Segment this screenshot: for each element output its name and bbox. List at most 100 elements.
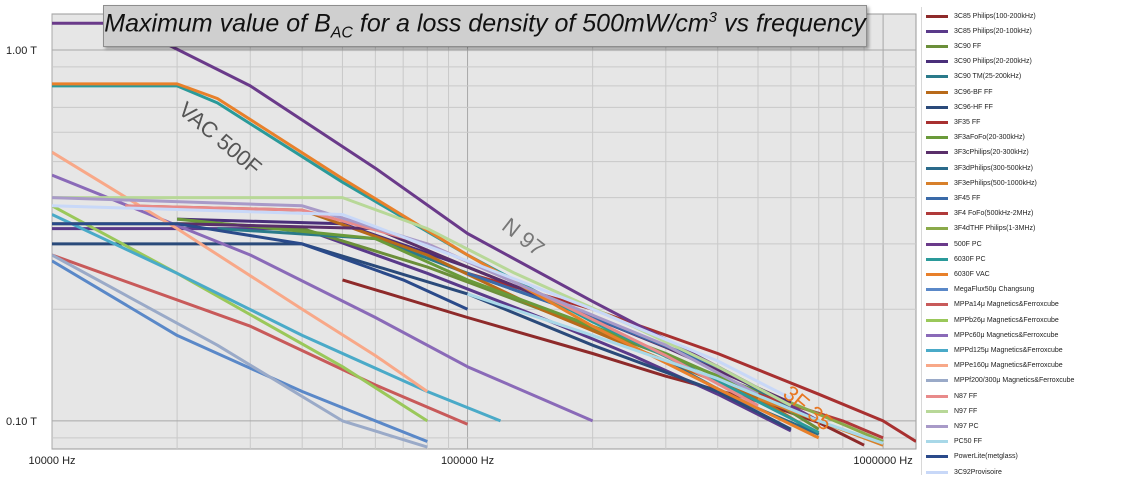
legend-label: 3F3aFoFo(20-300kHz) xyxy=(954,134,1025,142)
legend-item: N87 FF xyxy=(926,389,977,403)
legend-label: 3F3dPhilips(300-500kHz) xyxy=(954,164,1033,172)
series-line xyxy=(790,401,884,443)
series-line xyxy=(52,259,428,443)
title-superscript: 3 xyxy=(708,9,718,27)
legend-swatch xyxy=(926,394,948,398)
legend-swatch xyxy=(926,242,948,246)
legend-item: 3C92Provisoire xyxy=(926,465,1002,479)
legend-swatch xyxy=(926,288,948,292)
legend-item: N97 FF xyxy=(926,404,977,418)
legend-label: 3C85 Philips(100-200kHz) xyxy=(954,12,1036,20)
series-line xyxy=(52,222,469,311)
legend-item: 3C85 Philips(20-100kHz) xyxy=(926,24,1032,38)
legend-item: 3F4 FoFo(500kHz-2MHz) xyxy=(926,207,1033,221)
legend-swatch xyxy=(926,14,948,18)
series-lines xyxy=(52,21,916,449)
legend-swatch xyxy=(926,196,948,200)
legend-label: MPPb26μ Magnetics&Ferroxcube xyxy=(954,316,1059,324)
legend-label: 3C96-HF FF xyxy=(954,103,993,111)
legend-item: 3C96-HF FF xyxy=(926,100,993,114)
legend-swatch xyxy=(926,29,948,33)
legend-label: N97 PC xyxy=(954,422,979,430)
legend-label: N87 FF xyxy=(954,392,978,400)
legend-label: MPPc60μ Magnetics&Ferroxcube xyxy=(954,331,1059,339)
series-line xyxy=(52,204,792,400)
legend-swatch xyxy=(926,409,948,413)
legend-item: PowerLite(metglass) xyxy=(926,450,1018,464)
series-line xyxy=(176,217,759,396)
legend-item: MPPd125μ Magnetics&Ferroxcube xyxy=(926,343,1063,357)
legend-label: 3F35 FF xyxy=(954,118,981,126)
legend: 3C85 Philips(100-200kHz) 3C85 Philips(20-… xyxy=(921,7,1114,476)
legend-item: MPPc60μ Magnetics&Ferroxcube xyxy=(926,328,1058,342)
y-tick-label: 1.00 T xyxy=(6,45,37,57)
legend-swatch xyxy=(926,136,948,140)
legend-label: MegaFlux50μ Changsung xyxy=(954,286,1035,294)
legend-swatch xyxy=(926,90,948,94)
legend-item: 3C96-BF FF xyxy=(926,85,993,99)
legend-item: N97 PC xyxy=(926,419,979,433)
legend-swatch xyxy=(926,303,948,307)
legend-swatch xyxy=(926,75,948,79)
legend-item: 3C90 FF xyxy=(926,39,981,53)
legend-swatch xyxy=(926,212,948,216)
x-tick-label: 100000 Hz xyxy=(441,455,494,467)
legend-label: 3C92Provisoire xyxy=(954,468,1002,476)
legend-swatch xyxy=(926,60,948,64)
legend-label: 3C90 FF xyxy=(954,42,982,50)
x-tick-label: 10000 Hz xyxy=(28,455,75,467)
legend-swatch xyxy=(926,44,948,48)
series-line xyxy=(52,82,820,440)
legend-label: 6030F VAC xyxy=(954,270,990,278)
legend-item: MegaFlux50μ Changsung xyxy=(926,283,1034,297)
legend-swatch xyxy=(926,181,948,185)
legend-label: PowerLite(metglass) xyxy=(954,453,1018,461)
legend-label: PC50 FF xyxy=(954,438,983,446)
legend-swatch xyxy=(926,379,948,383)
legend-label: MPPa14μ Magnetics&Ferroxcube xyxy=(954,301,1059,309)
series-line xyxy=(52,213,502,423)
legend-swatch xyxy=(926,166,948,170)
legend-swatch xyxy=(926,455,948,459)
series-line xyxy=(52,150,429,393)
legend-swatch xyxy=(926,120,948,124)
legend-label: 3F3cPhilips(20-300kHz) xyxy=(954,149,1029,157)
legend-item: 3C90 TM(25-200kHz) xyxy=(926,70,1021,84)
legend-label: MPPf200/300μ Magnetics&Ferroxcube xyxy=(954,377,1075,385)
title-part-1: Maximum value of B xyxy=(104,9,331,38)
legend-item: 3F3aFoFo(20-300kHz) xyxy=(926,131,1025,145)
chart-title-box: Maximum value of BAC for a loss density … xyxy=(103,5,867,47)
title-subscript: AC xyxy=(330,24,353,42)
legend-item: MPPa14μ Magnetics&Ferroxcube xyxy=(926,298,1059,312)
y-tick-label: 0.10 T xyxy=(6,416,37,428)
legend-swatch xyxy=(926,470,948,474)
legend-item: 3F3ePhilips(500-1000kHz) xyxy=(926,176,1037,190)
legend-swatch xyxy=(926,318,948,322)
legend-item: 3C90 Philips(20-200kHz) xyxy=(926,55,1032,69)
legend-item: 6030F VAC xyxy=(926,267,990,281)
series-line xyxy=(52,253,469,426)
legend-item: MPPb26μ Magnetics&Ferroxcube xyxy=(926,313,1059,327)
legend-item: 3F4dTHF Philips(1-3MHz) xyxy=(926,222,1035,236)
legend-item: 3C85 Philips(100-200kHz) xyxy=(926,9,1036,23)
legend-swatch xyxy=(926,227,948,231)
legend-swatch xyxy=(926,151,948,155)
legend-item: 3F45 FF xyxy=(926,191,980,205)
legend-swatch xyxy=(926,333,948,337)
series-line xyxy=(52,173,594,423)
legend-swatch xyxy=(926,272,948,276)
legend-label: 3C85 Philips(20-100kHz) xyxy=(954,27,1032,35)
legend-swatch xyxy=(926,348,948,352)
series-line xyxy=(52,253,428,449)
x-tick-label: 1000000 Hz xyxy=(853,455,912,467)
legend-label: N97 FF xyxy=(954,407,978,415)
legend-swatch xyxy=(926,105,948,109)
legend-swatch xyxy=(926,257,948,261)
legend-label: 6030F PC xyxy=(954,255,986,263)
legend-item: 500F PC xyxy=(926,237,982,251)
series-line xyxy=(52,196,792,407)
title-part-3: vs frequency xyxy=(717,9,866,38)
tick-labels: 10000 Hz 100000 Hz 1000000 Hz 1.00 T 0.10 T xyxy=(6,45,913,467)
legend-item: 3F3cPhilips(20-300kHz) xyxy=(926,146,1029,160)
title-part-2: for a loss density of 500mW/cm xyxy=(352,9,709,38)
